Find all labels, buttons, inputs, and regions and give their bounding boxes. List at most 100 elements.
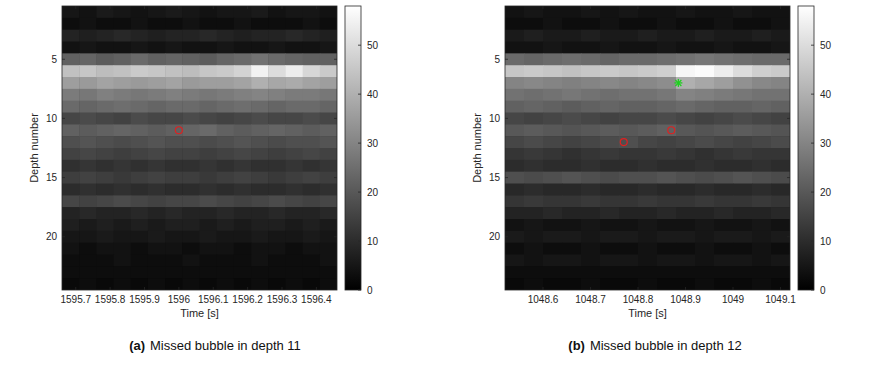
cell xyxy=(251,42,269,54)
cell xyxy=(638,18,658,30)
cell xyxy=(217,160,235,172)
cell xyxy=(676,207,696,219)
cell xyxy=(165,231,183,243)
cell xyxy=(752,42,772,54)
cell xyxy=(148,255,166,267)
cell xyxy=(524,160,544,172)
x-tick xyxy=(144,6,145,9)
cell xyxy=(562,243,582,255)
cell xyxy=(714,6,734,18)
cell xyxy=(114,172,132,184)
cell xyxy=(638,207,658,219)
cell xyxy=(562,266,582,278)
cell xyxy=(251,89,269,101)
cell xyxy=(285,124,303,136)
cell xyxy=(543,219,563,231)
cell xyxy=(79,53,97,65)
colorbar-tick-label: 50 xyxy=(820,40,832,51)
cell xyxy=(62,278,80,290)
cell xyxy=(251,77,269,89)
cell xyxy=(62,266,80,278)
cell xyxy=(234,18,252,30)
cell xyxy=(524,124,544,136)
cell xyxy=(619,42,639,54)
cell xyxy=(600,18,620,30)
cell xyxy=(505,18,525,30)
cell xyxy=(562,136,582,148)
cell xyxy=(676,231,696,243)
cell xyxy=(131,160,149,172)
cell xyxy=(62,124,80,136)
cell xyxy=(62,148,80,160)
cell xyxy=(131,278,149,290)
cell xyxy=(148,6,166,18)
cell xyxy=(303,219,321,231)
x-tick-label: 1595.8 xyxy=(95,294,126,305)
cell xyxy=(79,65,97,77)
x-tick xyxy=(110,6,111,9)
cell xyxy=(200,148,218,160)
cell xyxy=(752,30,772,42)
cell xyxy=(96,266,114,278)
cell xyxy=(657,65,677,77)
cell xyxy=(285,113,303,125)
cell xyxy=(200,18,218,30)
colorbar-tick-label: 50 xyxy=(367,40,379,51)
cell xyxy=(62,184,80,196)
cell xyxy=(217,136,235,148)
cell xyxy=(771,255,790,267)
cell xyxy=(303,195,321,207)
cell xyxy=(217,219,235,231)
cell xyxy=(131,53,149,65)
cell xyxy=(96,184,114,196)
cell xyxy=(114,101,132,113)
cell xyxy=(79,148,97,160)
marker-circle xyxy=(668,127,675,134)
cell xyxy=(524,148,544,160)
cell xyxy=(234,278,252,290)
panel: 1048.61048.71048.81048.910491049.1510152… xyxy=(471,6,832,353)
x-tick-label: 1595.9 xyxy=(129,294,160,305)
cell xyxy=(303,42,321,54)
cell xyxy=(114,148,132,160)
cell xyxy=(676,113,696,125)
cell xyxy=(638,231,658,243)
colorbar-tick-label: 30 xyxy=(820,138,832,149)
cell xyxy=(695,30,715,42)
cell xyxy=(771,266,790,278)
cell xyxy=(695,77,715,89)
cell xyxy=(79,255,97,267)
cell xyxy=(217,113,235,125)
cell xyxy=(562,113,582,125)
cell xyxy=(543,136,563,148)
cell xyxy=(268,243,286,255)
cell xyxy=(505,207,525,219)
cell xyxy=(524,243,544,255)
cell xyxy=(114,6,132,18)
cell xyxy=(695,172,715,184)
cell xyxy=(182,207,200,219)
cell xyxy=(543,172,563,184)
y-tick-label: 5 xyxy=(494,54,500,65)
cell xyxy=(251,53,269,65)
cell xyxy=(714,219,734,231)
cell xyxy=(657,266,677,278)
cell xyxy=(320,148,337,160)
cell xyxy=(165,266,183,278)
x-tick xyxy=(178,6,179,9)
cell xyxy=(285,18,303,30)
cell xyxy=(752,195,772,207)
y-tick xyxy=(334,59,337,60)
colorbar-tick xyxy=(358,45,361,46)
cell xyxy=(320,172,337,184)
cell xyxy=(581,266,601,278)
cell xyxy=(303,89,321,101)
cell xyxy=(505,255,525,267)
cell xyxy=(581,219,601,231)
cell xyxy=(165,219,183,231)
cell xyxy=(320,30,337,42)
cell xyxy=(200,243,218,255)
cell xyxy=(217,184,235,196)
cell xyxy=(268,255,286,267)
y-tick-label: 10 xyxy=(489,113,501,124)
